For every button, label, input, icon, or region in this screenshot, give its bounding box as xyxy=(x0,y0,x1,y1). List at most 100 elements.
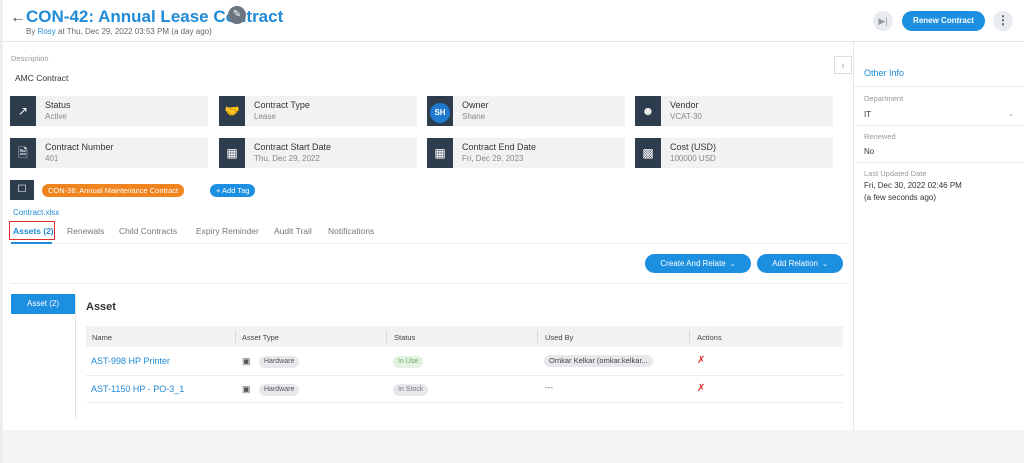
column-separator xyxy=(235,330,236,343)
last-updated-relative: (a few seconds ago) xyxy=(864,193,937,202)
contract-detail-page: ← CON-42: Annual Lease Contract ✎ By Ros… xyxy=(0,6,1024,430)
department-label: Department xyxy=(864,94,904,103)
card-value: Fri, Dec 29, 2023 xyxy=(462,154,524,163)
tab-renewals[interactable]: Renewals xyxy=(67,226,105,236)
contract-number-card: 🗎 Contract Number 401 xyxy=(10,138,208,168)
tab-audit-trail[interactable]: Audit Trail xyxy=(274,226,312,236)
other-info-divider xyxy=(854,86,1024,87)
tab-child-contracts[interactable]: Child Contracts xyxy=(119,226,178,236)
page-footer-area xyxy=(0,430,1024,463)
column-header-asset-type: Asset Type xyxy=(242,333,279,342)
chevron-down-icon: ⌄ xyxy=(821,261,828,268)
byline-prefix: By xyxy=(26,27,36,36)
card-value: Thu, Dec 29, 2022 xyxy=(254,154,320,163)
more-options-icon[interactable]: ⋮ xyxy=(993,11,1013,31)
avatar-initials: SH xyxy=(430,103,450,123)
asset-panel-divider xyxy=(75,294,76,419)
asset-name-link[interactable]: AST-998 HP Printer xyxy=(91,356,170,366)
card-value: 401 xyxy=(45,154,59,163)
active-tab-highlight xyxy=(9,221,55,240)
tag-chip[interactable]: CON-36: Annual Maintenance Contract xyxy=(42,184,185,197)
asset-name-link[interactable]: AST-1150 HP - PO-3_1 xyxy=(91,384,185,394)
status-card: ↗ Status Active xyxy=(10,96,208,126)
description-label: Description xyxy=(11,54,49,63)
skip-next-icon[interactable]: ▶| xyxy=(873,11,893,31)
attachment-link[interactable]: Contract.xlsx xyxy=(13,208,60,217)
contract-type-card: 🤝 Contract Type Lease xyxy=(219,96,417,126)
unlink-icon[interactable]: ✗ xyxy=(697,355,706,366)
active-tab-underline xyxy=(11,242,52,244)
tab-assets[interactable]: Assets (2) xyxy=(13,226,54,236)
calendar-icon: ▦ xyxy=(219,138,245,168)
create-and-relate-button[interactable]: Create And Relate ⌄ xyxy=(645,254,751,273)
card-value: VCAT-30 xyxy=(670,112,702,121)
renewed-value: No xyxy=(864,147,875,156)
card-label: Status xyxy=(45,100,71,110)
author-link[interactable]: Rosy xyxy=(37,27,56,36)
add-relation-label: Add Relation xyxy=(772,259,818,268)
unlink-icon[interactable]: ✗ xyxy=(697,383,706,394)
used-by-chip: Omkar Kelkar (omkar.kelkar... xyxy=(544,355,653,367)
card-value: 100000 USD xyxy=(670,154,716,163)
end-date-card: ▦ Contract End Date Fri, Dec 29, 2023 xyxy=(427,138,625,168)
owner-card: SH Owner Shane xyxy=(427,96,625,126)
handshake-icon: 🤝 xyxy=(219,96,245,126)
create-and-relate-label: Create And Relate xyxy=(660,259,726,268)
byline: By Rosy at Thu, Dec 29, 2022 03:53 PM (a… xyxy=(26,27,212,36)
row-divider xyxy=(86,402,843,403)
row-divider xyxy=(86,375,843,376)
column-separator xyxy=(689,330,690,343)
edit-pencil-icon[interactable]: ✎ xyxy=(228,6,246,24)
chip-icon: ▣ xyxy=(242,384,251,394)
user-icon: ☻ xyxy=(635,96,661,126)
chevron-down-icon: ⌄ xyxy=(729,261,736,268)
field-divider xyxy=(854,162,1024,163)
other-info-title: Other Info xyxy=(864,68,905,78)
page-title: CON-42: Annual Lease Contract xyxy=(26,7,284,26)
renewed-label: Renewed xyxy=(864,132,896,141)
card-value: Shane xyxy=(462,112,486,121)
card-label: Vendor xyxy=(670,100,699,110)
column-separator xyxy=(537,330,538,343)
chevron-down-icon[interactable]: ⌄ xyxy=(1008,111,1014,118)
tab-expiry-reminder[interactable]: Expiry Reminder xyxy=(196,226,259,236)
money-icon: ▩ xyxy=(635,138,661,168)
byline-suffix: at Thu, Dec 29, 2022 03:53 PM (a day ago… xyxy=(58,27,212,36)
right-panel-divider xyxy=(853,42,854,430)
chevron-right-icon[interactable]: › xyxy=(834,56,852,74)
field-divider xyxy=(854,125,1024,126)
section-divider xyxy=(10,283,848,284)
description-value: AMC Contract xyxy=(15,73,69,83)
card-label: Contract Number xyxy=(45,142,114,152)
add-relation-button[interactable]: Add Relation ⌄ xyxy=(757,254,843,273)
column-separator xyxy=(386,330,387,343)
document-icon: 🗎 xyxy=(10,138,36,168)
card-label: Contract End Date xyxy=(462,142,537,152)
calendar-icon: ▦ xyxy=(427,138,453,168)
column-header-status: Status xyxy=(394,333,416,342)
asset-type-chip: Hardware xyxy=(259,356,300,368)
table-header xyxy=(86,326,843,347)
card-label: Contract Type xyxy=(254,100,310,110)
asset-category-button[interactable]: Asset (2) xyxy=(11,294,75,314)
last-updated-label: Last Updated Date xyxy=(864,169,927,178)
card-label: Cost (USD) xyxy=(670,142,717,152)
card-label: Owner xyxy=(462,100,489,110)
card-label: Contract Start Date xyxy=(254,142,332,152)
card-value: Lease xyxy=(254,112,276,121)
tab-notifications[interactable]: Notifications xyxy=(328,226,375,236)
column-header-actions: Actions xyxy=(697,333,722,342)
last-updated-value: Fri, Dec 30, 2022 02:46 PM xyxy=(864,181,962,190)
add-tag-button[interactable]: + Add Tag xyxy=(210,184,256,197)
trend-chart-icon: ↗ xyxy=(10,96,36,126)
department-select[interactable]: IT xyxy=(864,110,872,119)
tabs-divider xyxy=(10,243,848,244)
avatar: SH xyxy=(427,96,453,126)
column-header-name: Name xyxy=(92,333,113,342)
chip-icon: ▣ xyxy=(242,356,251,366)
column-header-used-by: Used By xyxy=(545,333,574,342)
back-arrow-icon[interactable]: ← xyxy=(10,9,26,26)
renew-contract-button[interactable]: Renew Contract xyxy=(902,11,985,31)
asset-heading: Asset xyxy=(86,301,116,313)
status-badge: In Use xyxy=(393,356,424,368)
